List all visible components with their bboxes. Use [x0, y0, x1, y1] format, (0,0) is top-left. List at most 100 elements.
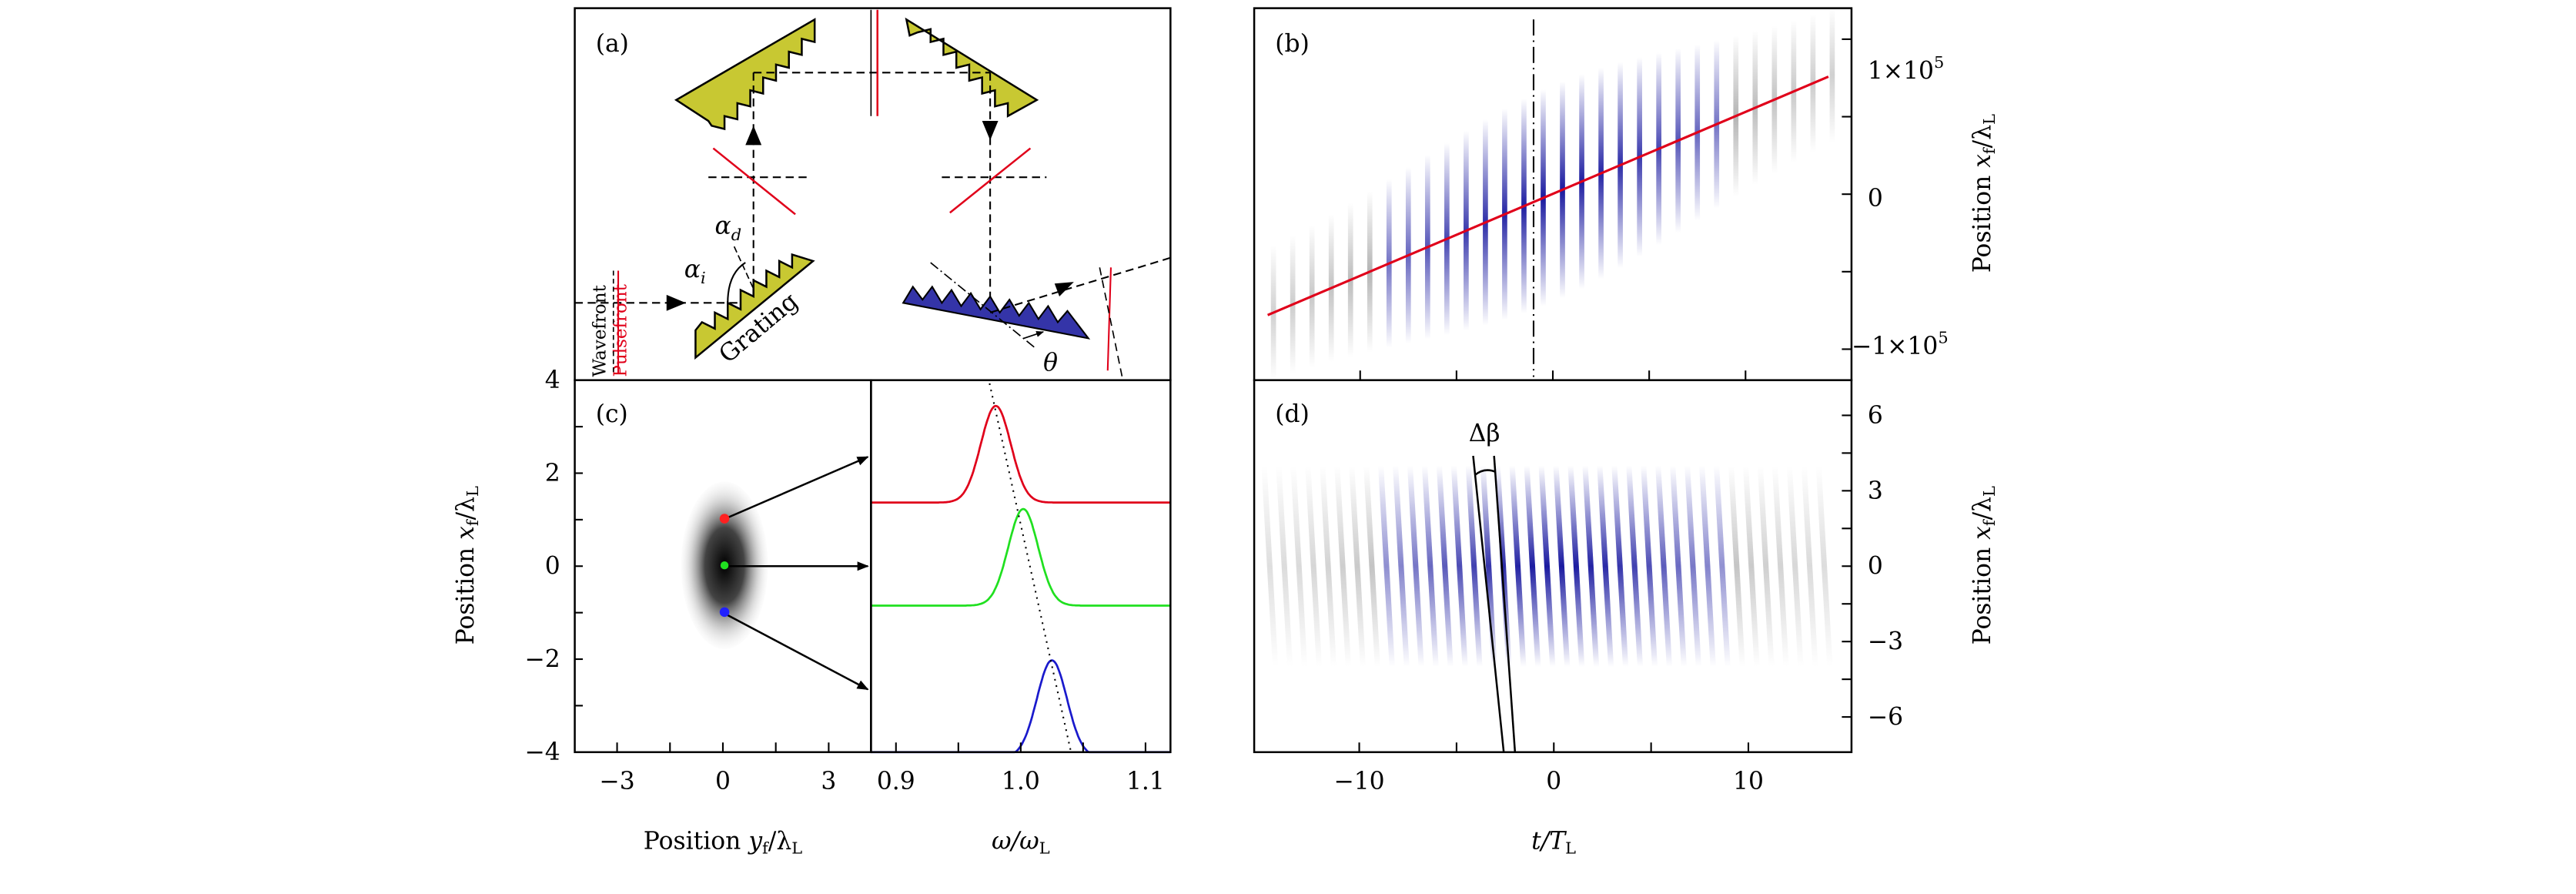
field-stripe [1538, 465, 1556, 667]
b-ytick: 1×105 [1868, 53, 1944, 85]
c-xtick: 0 [715, 768, 731, 795]
field-stripe [1771, 465, 1789, 667]
field-stripe [1509, 465, 1527, 667]
panel-a-label: (a) [596, 30, 629, 58]
panel-c: (c) 420−2−4−3 0 3 0.9 1.0 1.1 Position yf/λL … [452, 367, 1172, 858]
c-ytick: −2 [525, 645, 560, 673]
field-stripe [1349, 465, 1366, 667]
field-stripe [1611, 465, 1629, 667]
wavefront-label: Wavefront [590, 284, 610, 377]
arrow-out-icon [1054, 282, 1074, 296]
d-xtick: −10 [1333, 768, 1384, 795]
field-stripe [1334, 465, 1351, 667]
c-ytick: 2 [545, 460, 560, 487]
pulsefront-label: Pulsefront [611, 283, 631, 377]
field-stripe [1801, 465, 1818, 667]
c-xlabel: Position yf/λL [644, 827, 802, 857]
field-stripe [1553, 465, 1571, 667]
c-ytick: −4 [525, 738, 560, 766]
d-ytick: −3 [1868, 628, 1903, 656]
field-stripe [1728, 465, 1745, 667]
field-stripe [1290, 465, 1308, 667]
d-xtick: 10 [1733, 768, 1764, 795]
field-stripe [1757, 465, 1775, 667]
c-omega-xtick: 1.1 [1126, 768, 1165, 795]
alpha-d-label: αd [715, 212, 742, 243]
c-xtick: −3 [599, 768, 634, 795]
delta-beta-arc [1474, 469, 1497, 477]
d-ylabel: Position xf/λL [1969, 486, 1999, 645]
panel-c-label: (c) [596, 400, 628, 428]
field-stripe [1393, 465, 1410, 667]
mapping-arrow [722, 611, 869, 691]
field-stripe [1363, 465, 1380, 667]
dot-green [720, 561, 729, 570]
c-ytick: 4 [545, 367, 560, 394]
grating-upper-left [674, 18, 816, 131]
dot-blue [719, 607, 730, 618]
field-stripe [1742, 465, 1760, 667]
c-xtick: 3 [821, 768, 836, 795]
field-stripe [1261, 465, 1279, 667]
d-xlabel: t/TL [1531, 827, 1576, 857]
field-stripe [1641, 465, 1658, 667]
d-ytick: −6 [1868, 704, 1903, 732]
grating-lower-left [694, 253, 815, 360]
d-ytick: 0 [1868, 553, 1883, 581]
c-ylabel: Position xf/λL [452, 486, 482, 645]
field-stripe [1626, 465, 1644, 667]
grating-upper-right [905, 17, 1039, 118]
b-ytick: −1×105 [1852, 329, 1949, 361]
field-stripe [1378, 465, 1395, 667]
field-stripe [1320, 465, 1337, 667]
field-stripe [1436, 465, 1454, 667]
panel-a-diagram: (a) αd αi Grating Wavefront Pulsefront [574, 7, 1172, 381]
field-stripe [1276, 465, 1293, 667]
field-stripe [1421, 465, 1439, 667]
d-ytick: 6 [1868, 402, 1883, 430]
panel-b: (b) 1×105 0 −1×105 Position xf/λL [1253, 7, 1999, 381]
spectrum-blue [871, 659, 1171, 754]
peak-trend-dotted-line [989, 383, 1072, 751]
spectrum-green [871, 507, 1171, 607]
mapping-arrow [722, 456, 869, 521]
delta-beta-label: Δβ [1469, 420, 1500, 447]
field-stripe [1699, 465, 1716, 667]
field-stripe [1815, 465, 1833, 667]
c-omega-xlabel: ω/ωL [992, 827, 1050, 857]
dot-red [719, 514, 730, 524]
field-stripe [1524, 465, 1541, 667]
field-stripe [1829, 7, 1835, 143]
spectrum-red [871, 404, 1171, 504]
pulsefront-tilt-line [1266, 75, 1829, 316]
c-omega-xtick: 1.0 [1002, 768, 1040, 795]
d-xtick: 0 [1546, 768, 1561, 795]
field-stripe [1480, 465, 1497, 667]
panel-d-label: (d) [1275, 400, 1310, 428]
panel-d: Δβ (d) −10 0 10 6 3 0 −3 −6 t/TL Position xf/λL [1253, 379, 1999, 858]
alpha-i-label: αi [684, 256, 706, 287]
c-ytick: 0 [545, 553, 560, 581]
arrow-down-icon [982, 121, 999, 141]
field-stripe [1407, 465, 1424, 667]
field-stripe [1655, 465, 1672, 667]
arrow-right-icon [666, 294, 686, 311]
field-stripe [1582, 465, 1600, 667]
arrow-up-icon [745, 126, 762, 146]
field-stripe [1786, 465, 1804, 667]
field-stripe [1465, 465, 1483, 667]
field-stripe [1684, 465, 1701, 667]
field-stripe [1670, 465, 1687, 667]
delta-beta-line [1493, 455, 1517, 752]
c-omega-xtick: 0.9 [877, 768, 915, 795]
grating-output [902, 285, 1091, 340]
d-ytick: 3 [1868, 477, 1883, 505]
field-stripe [1714, 465, 1731, 667]
b-ytick: 0 [1868, 185, 1883, 213]
field-stripe [1305, 465, 1323, 667]
field-stripe [1450, 465, 1468, 667]
field-stripe [1597, 465, 1614, 667]
theta-label: θ [1043, 349, 1058, 377]
panel-b-label: (b) [1275, 30, 1310, 58]
